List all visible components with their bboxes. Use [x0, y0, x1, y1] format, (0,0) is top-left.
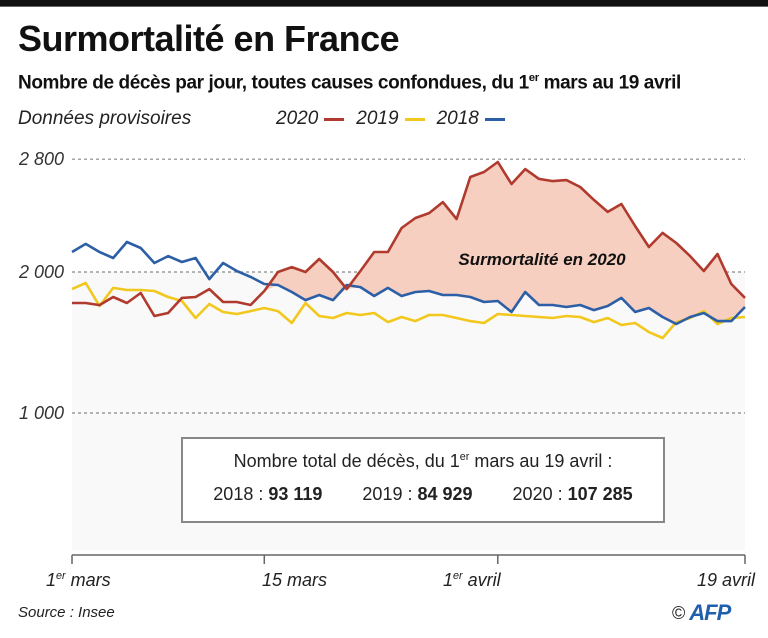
legend-swatch	[484, 117, 505, 121]
chart-subtitle: Nombre de décès par jour, toutes causes …	[18, 72, 681, 94]
total-year: 2019	[362, 484, 403, 504]
excess-annotation: Surmortalité en 2020	[458, 250, 626, 269]
x-tick-text-end: avril	[462, 570, 501, 590]
totals-title: Nombre total de décès, du 1er mars au 19…	[183, 451, 663, 472]
legend-swatch	[404, 117, 425, 121]
totals-title-sup: er	[459, 451, 470, 463]
totals-title-end: mars au 19 avril :	[469, 451, 613, 471]
x-tick-text: 1	[46, 570, 57, 590]
chart-title: Surmortalité en France	[18, 18, 400, 59]
x-axis	[71, 554, 746, 564]
provisional-note: Données provisoires	[18, 108, 192, 129]
subtitle-text-end: mars au 19 avril	[538, 72, 682, 94]
y-tick-label: 1 000	[19, 403, 64, 423]
y-tick-label: 2 000	[18, 262, 64, 282]
total-sep: :	[253, 484, 269, 504]
x-tick-text: 19 avril	[697, 570, 756, 590]
top-bar	[0, 0, 768, 7]
legend-label: 2019	[356, 108, 399, 129]
legend-item-2020: 2020	[276, 108, 345, 130]
total-sep: :	[402, 484, 418, 504]
x-tick-label-mar15: 15 mars	[262, 570, 327, 591]
total-2020: 2020 : 107 285	[513, 484, 633, 505]
x-tick-label-mar1: 1er mars	[46, 570, 111, 591]
series-lines	[71, 160, 746, 340]
series-line-2018	[71, 240, 746, 326]
x-tick-text-end: mars	[65, 570, 111, 590]
copyright-icon: ©	[672, 602, 686, 623]
legend-label: 2018	[436, 108, 479, 129]
subtitle-text: Nombre de décès par jour, toutes causes …	[18, 72, 529, 94]
y-axis-labels: 1 000 2 000 2 800	[18, 149, 64, 423]
x-tick-text: 15 mars	[262, 570, 328, 590]
x-tick-sup: er	[56, 570, 66, 582]
x-tick-label-apr1: 1er avril	[443, 570, 501, 591]
series-line-2019	[71, 281, 746, 340]
totals-box: Nombre total de décès, du 1er mars au 19…	[181, 437, 665, 523]
total-year: 2020	[512, 484, 553, 504]
series-line-2020	[72, 160, 746, 318]
total-value: 84 929	[417, 484, 473, 504]
legend-item-2018: 2018	[437, 108, 505, 130]
total-2019: 2019 : 84 929	[362, 484, 472, 505]
total-value: 107 285	[567, 484, 633, 504]
y-tick-label: 2 800	[18, 149, 64, 169]
totals-title-text: Nombre total de décès, du 1	[233, 451, 460, 471]
credit: © AFP	[672, 600, 731, 626]
legend-label: 2020	[276, 108, 319, 129]
subtitle-superscript: er	[528, 72, 539, 84]
total-2018: 2018 : 93 119	[213, 484, 322, 505]
x-tick-sup: er	[453, 570, 463, 582]
source-note: Source : Insee	[18, 604, 115, 621]
total-value: 93 119	[268, 484, 323, 504]
total-year: 2018	[213, 484, 254, 504]
x-tick-label-apr19: 19 avril	[697, 570, 755, 591]
afp-logo: AFP	[689, 600, 731, 625]
legend: 2020 2019 2018	[276, 108, 505, 130]
x-tick-text: 1	[443, 570, 454, 590]
legend-swatch	[324, 117, 345, 121]
legend-item-2019: 2019	[356, 108, 425, 130]
totals-row: 2018 : 93 119 2019 : 84 929 2020 : 107 2…	[183, 484, 663, 505]
excess-mortality-area	[72, 162, 745, 323]
total-sep: :	[552, 484, 568, 504]
